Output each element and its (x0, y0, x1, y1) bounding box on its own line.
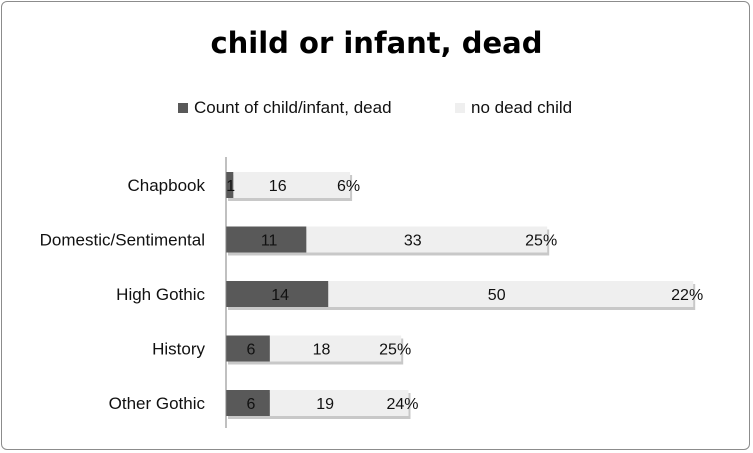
value-label-no-dead-domestic-sentimental: 33 (404, 233, 422, 250)
bar-dead-history (226, 335, 270, 362)
value-label-no-dead-high-gothic: 50 (488, 287, 506, 304)
value-label-dead-domestic-sentimental: 11 (261, 233, 278, 250)
percent-label-domestic-sentimental: 25% (525, 233, 557, 250)
chart-title: child or infant, dead (210, 26, 543, 60)
value-label-dead-other-gothic: 6 (246, 396, 255, 413)
bar-dead-other-gothic (226, 390, 270, 416)
bar-no-dead-other-gothic (269, 390, 409, 416)
category-label-domestic-sentimental: Domestic/Sentimental (40, 231, 205, 250)
value-label-dead-high-gothic: 14 (271, 287, 289, 304)
value-label-dead-history: 6 (246, 342, 255, 359)
percent-label-history: 25% (379, 342, 411, 359)
legend-item-no-dead: no dead child (455, 98, 572, 118)
category-label-other-gothic: Other Gothic (109, 394, 206, 413)
legend-item-dead: Count of child/infant, dead (178, 98, 392, 118)
legend-swatch-dead (178, 103, 188, 113)
value-label-no-dead-history: 18 (313, 342, 331, 359)
bar-dead-domestic-sentimental (226, 226, 307, 253)
value-label-no-dead-other-gothic: 19 (316, 396, 334, 413)
bar-no-dead-domestic-sentimental (306, 226, 548, 253)
bar-no-dead-chapbook (233, 172, 351, 198)
percent-label-other-gothic: 24% (386, 396, 418, 413)
value-label-no-dead-chapbook: 16 (269, 178, 287, 195)
legend-label-no-dead: no dead child (471, 98, 573, 117)
bar-dead-chapbook (226, 172, 234, 198)
bar-no-dead-history (269, 335, 402, 362)
value-label-dead-chapbook: 1 (226, 178, 235, 195)
legend-label-dead: Count of child/infant, dead (194, 98, 392, 117)
chart-legend: Count of child/infant, dead no dead chil… (0, 98, 753, 122)
category-label-chapbook: Chapbook (127, 176, 205, 195)
bar-no-dead-high-gothic (328, 281, 694, 307)
category-label-history: History (152, 340, 205, 359)
percent-label-chapbook: 6% (337, 178, 360, 195)
legend-swatch-no-dead (455, 103, 465, 113)
bar-dead-high-gothic (226, 281, 329, 307)
category-label-high-gothic: High Gothic (116, 285, 205, 304)
percent-label-high-gothic: 22% (671, 287, 703, 304)
